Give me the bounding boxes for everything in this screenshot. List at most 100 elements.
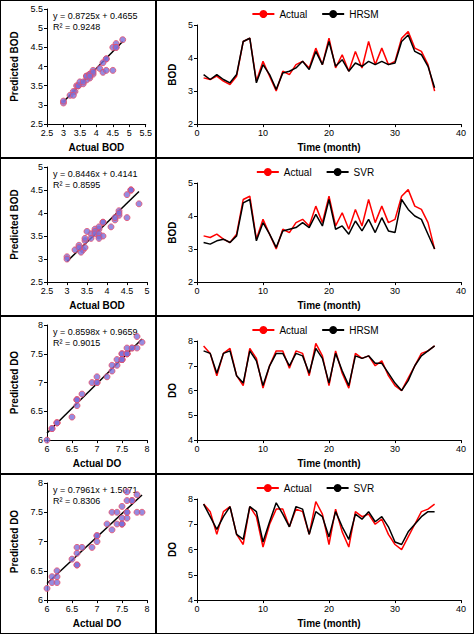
svg-text:Predicted BOD: Predicted BOD <box>9 189 20 260</box>
svg-text:4: 4 <box>38 208 43 218</box>
svg-text:Actual DO: Actual DO <box>73 618 122 629</box>
svg-text:Predicted DO: Predicted DO <box>9 510 20 574</box>
svg-text:4: 4 <box>188 211 193 221</box>
svg-text:Actual: Actual <box>279 9 307 20</box>
svg-text:Actual: Actual <box>284 483 312 494</box>
svg-text:8: 8 <box>38 320 43 330</box>
svg-text:5: 5 <box>144 286 149 296</box>
svg-text:BOD: BOD <box>167 221 178 243</box>
svg-text:10: 10 <box>258 286 268 296</box>
svg-text:3.5: 3.5 <box>30 81 43 91</box>
svg-text:20: 20 <box>324 604 334 614</box>
svg-text:7.5: 7.5 <box>30 349 43 359</box>
svg-text:Predicted DO: Predicted DO <box>9 351 20 415</box>
svg-text:Time (month): Time (month) <box>297 458 360 469</box>
svg-text:7: 7 <box>38 537 43 547</box>
svg-text:4.5: 4.5 <box>121 286 134 296</box>
svg-text:5.5: 5.5 <box>30 4 43 14</box>
svg-text:6: 6 <box>188 386 193 396</box>
svg-text:10: 10 <box>258 128 268 138</box>
svg-text:2: 2 <box>188 119 193 129</box>
svg-text:R² = 0.9248: R² = 0.9248 <box>53 22 100 32</box>
svg-text:3: 3 <box>64 286 69 296</box>
svg-text:40: 40 <box>456 286 466 296</box>
svg-text:Time (month): Time (month) <box>297 142 360 153</box>
svg-text:0: 0 <box>194 444 199 454</box>
svg-text:0: 0 <box>194 128 199 138</box>
svg-text:Actual DO: Actual DO <box>73 458 122 469</box>
svg-text:7: 7 <box>94 444 99 454</box>
svg-text:Time (month): Time (month) <box>297 300 360 311</box>
svg-text:3: 3 <box>61 128 66 138</box>
svg-text:6: 6 <box>38 435 43 445</box>
svg-text:Actual BOD: Actual BOD <box>69 142 125 153</box>
svg-text:R² = 0.8306: R² = 0.8306 <box>53 496 100 506</box>
svg-text:Actual BOD: Actual BOD <box>69 300 125 311</box>
svg-text:8: 8 <box>188 494 193 504</box>
svg-text:0: 0 <box>194 604 199 614</box>
svg-text:6.5: 6.5 <box>30 566 43 576</box>
svg-text:4: 4 <box>38 62 43 72</box>
svg-text:7.5: 7.5 <box>116 604 129 614</box>
svg-text:6.5: 6.5 <box>66 444 79 454</box>
svg-text:3: 3 <box>188 244 193 254</box>
svg-text:2: 2 <box>188 277 193 287</box>
svg-text:3: 3 <box>188 86 193 96</box>
svg-text:7: 7 <box>94 604 99 614</box>
svg-text:y = 0.8725x + 0.4655: y = 0.8725x + 0.4655 <box>53 11 138 21</box>
svg-text:6.5: 6.5 <box>30 406 43 416</box>
svg-text:10: 10 <box>258 604 268 614</box>
svg-text:30: 30 <box>390 128 400 138</box>
svg-text:y = 0.8598x + 0.9659: y = 0.8598x + 0.9659 <box>53 327 138 337</box>
svg-text:6: 6 <box>38 595 43 605</box>
svg-text:HRSM: HRSM <box>349 9 378 20</box>
svg-text:BOD: BOD <box>167 63 178 85</box>
svg-text:5: 5 <box>38 23 43 33</box>
svg-text:30: 30 <box>390 286 400 296</box>
svg-text:5: 5 <box>188 20 193 30</box>
svg-text:2.5: 2.5 <box>41 128 54 138</box>
svg-text:2.5: 2.5 <box>41 286 54 296</box>
svg-text:DO: DO <box>167 383 178 398</box>
svg-text:40: 40 <box>456 444 466 454</box>
svg-text:4: 4 <box>94 128 99 138</box>
svg-text:4.5: 4.5 <box>30 185 43 195</box>
svg-text:Predicted BOD: Predicted BOD <box>9 31 20 102</box>
svg-text:Actual: Actual <box>279 325 307 336</box>
svg-text:7.5: 7.5 <box>30 507 43 517</box>
svg-text:4.5: 4.5 <box>107 128 120 138</box>
svg-text:7: 7 <box>188 361 193 371</box>
svg-text:6: 6 <box>188 545 193 555</box>
svg-text:30: 30 <box>390 444 400 454</box>
svg-text:0: 0 <box>194 286 199 296</box>
svg-text:8: 8 <box>144 604 149 614</box>
svg-text:7: 7 <box>38 378 43 388</box>
svg-text:DO: DO <box>167 542 178 557</box>
svg-text:3: 3 <box>38 100 43 110</box>
svg-text:4: 4 <box>188 435 193 445</box>
svg-text:30: 30 <box>390 604 400 614</box>
svg-text:4.5: 4.5 <box>30 42 43 52</box>
svg-text:3.5: 3.5 <box>30 231 43 241</box>
svg-text:6.5: 6.5 <box>66 604 79 614</box>
svg-text:6: 6 <box>44 444 49 454</box>
svg-text:4: 4 <box>188 53 193 63</box>
svg-text:5: 5 <box>127 128 132 138</box>
svg-text:Time (month): Time (month) <box>297 618 360 629</box>
svg-text:5: 5 <box>188 178 193 188</box>
svg-text:R² = 0.9015: R² = 0.9015 <box>53 338 100 348</box>
svg-text:4: 4 <box>104 286 109 296</box>
svg-text:3: 3 <box>38 254 43 264</box>
svg-text:4: 4 <box>188 595 193 605</box>
svg-text:40: 40 <box>456 604 466 614</box>
svg-text:3.5: 3.5 <box>81 286 94 296</box>
svg-text:10: 10 <box>258 444 268 454</box>
svg-text:7.5: 7.5 <box>116 444 129 454</box>
svg-text:8: 8 <box>38 478 43 488</box>
svg-text:8: 8 <box>144 444 149 454</box>
svg-text:R² = 0.8595: R² = 0.8595 <box>53 180 100 190</box>
svg-text:20: 20 <box>324 286 334 296</box>
svg-text:20: 20 <box>324 128 334 138</box>
svg-text:y = 0.8446x + 0.4141: y = 0.8446x + 0.4141 <box>53 169 138 179</box>
svg-text:y = 0.7961x + 1.5071: y = 0.7961x + 1.5071 <box>53 485 138 495</box>
